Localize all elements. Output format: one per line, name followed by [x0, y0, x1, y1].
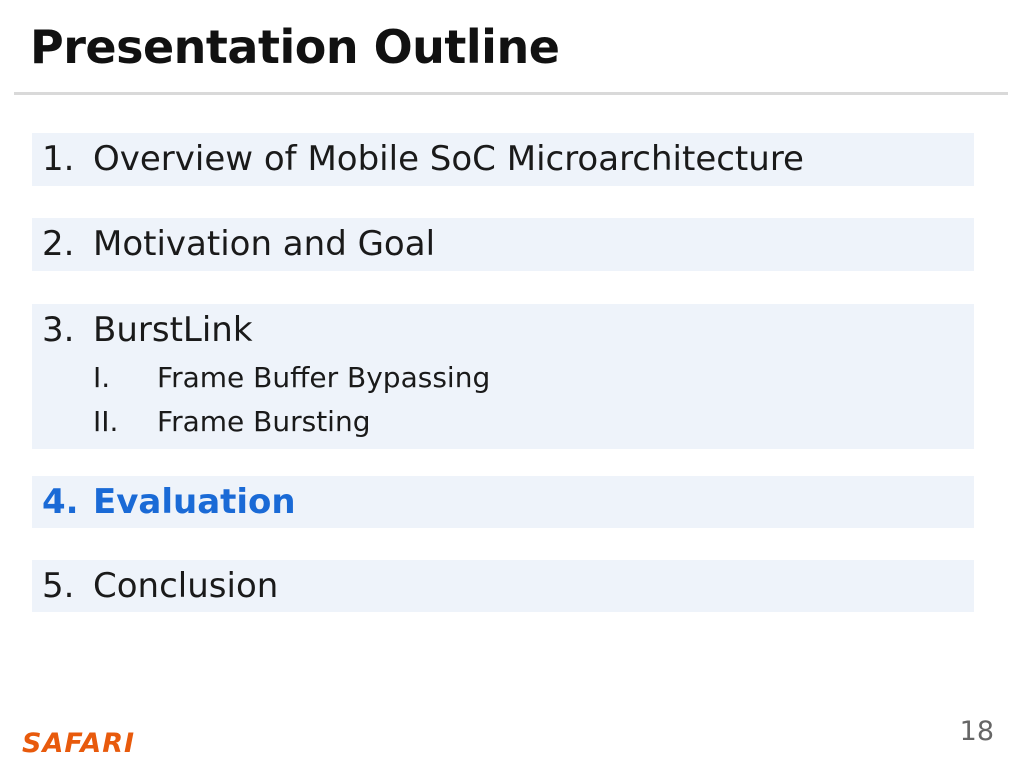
- outline-item-number: 2.: [42, 224, 75, 264]
- outline-subitem-frame-bursting: II. Frame Bursting: [42, 400, 974, 444]
- outline-subitem-label: Frame Bursting: [157, 405, 371, 438]
- outline-item-burstlink: 3. BurstLink I. Frame Buffer Bypassing I…: [32, 304, 974, 449]
- outline-item-conclusion: 5. Conclusion: [32, 560, 974, 612]
- outline-item-label: Evaluation: [93, 482, 296, 522]
- outline-item-label: BurstLink: [93, 310, 253, 350]
- page-number: 18: [959, 716, 994, 747]
- outline-item-evaluation: 4. Evaluation: [32, 476, 974, 528]
- slide-title: Presentation Outline: [30, 20, 560, 74]
- outline-item-label: Conclusion: [93, 566, 279, 606]
- outline-subitem-number: II.: [93, 405, 119, 438]
- outline-item-number: 1.: [42, 139, 75, 179]
- outline-item-overview: 1. Overview of Mobile SoC Microarchitect…: [32, 133, 974, 186]
- outline-item-label: Motivation and Goal: [93, 224, 436, 264]
- safari-logo: SAFARI: [22, 728, 136, 759]
- outline-item-number: 4.: [42, 482, 79, 522]
- outline-subitem-frame-buffer-bypassing: I. Frame Buffer Bypassing: [42, 356, 974, 400]
- outline-subitem-label: Frame Buffer Bypassing: [157, 361, 491, 394]
- outline-item-label: Overview of Mobile SoC Microarchitecture: [93, 139, 804, 179]
- outline-subitem-number: I.: [93, 361, 111, 394]
- title-divider: [14, 92, 1008, 95]
- outline-item-motivation: 2. Motivation and Goal: [32, 218, 974, 271]
- outline-item-number: 3.: [42, 310, 75, 350]
- outline-item-number: 5.: [42, 566, 75, 606]
